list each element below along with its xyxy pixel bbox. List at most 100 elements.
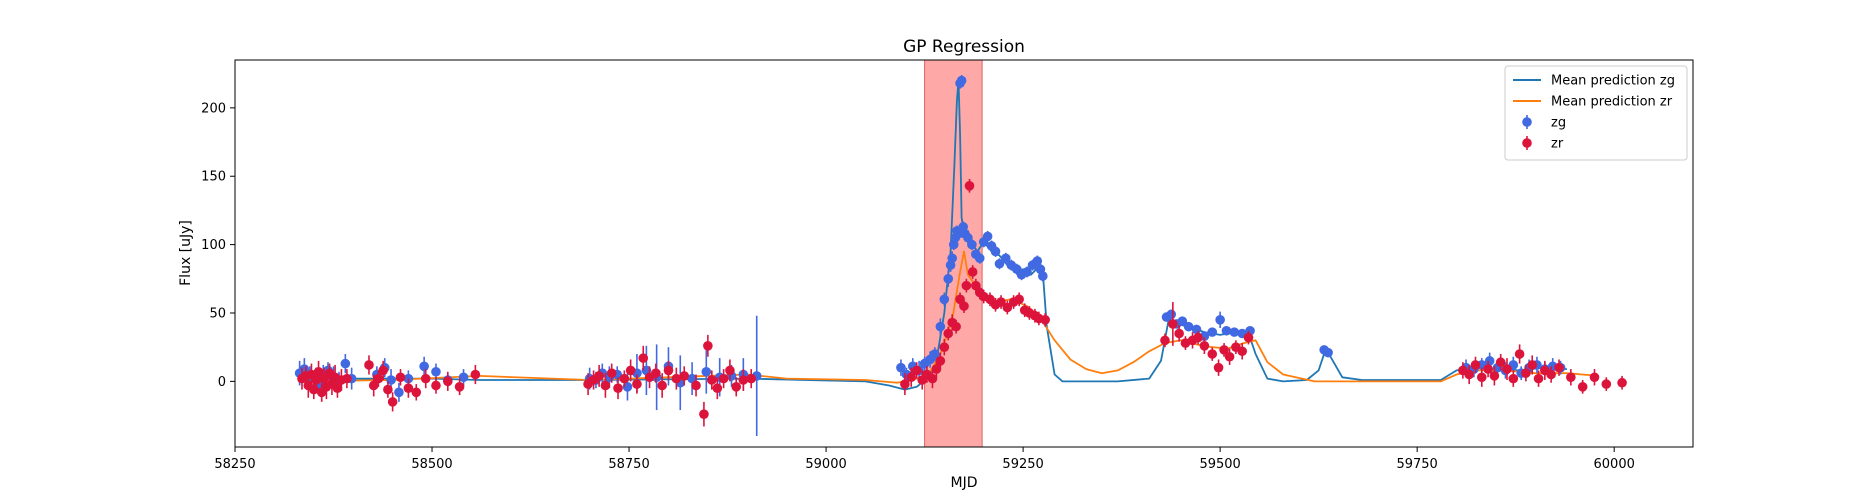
legend-label: Mean prediction zg xyxy=(1551,74,1675,89)
data-point-zg xyxy=(419,361,429,372)
data-point-zr xyxy=(703,341,713,351)
data-point-zr xyxy=(1554,362,1564,373)
data-point-zg xyxy=(943,273,954,284)
data-point-zg xyxy=(1032,256,1043,266)
x-tick-label: 58250 xyxy=(214,457,255,472)
data-point-zr xyxy=(383,384,393,395)
data-point-zg xyxy=(994,258,1005,269)
data-point-zr xyxy=(927,373,938,384)
data-point-zg xyxy=(1166,309,1177,320)
data-point-zr xyxy=(1002,302,1013,313)
data-point-zr xyxy=(1464,369,1474,380)
data-point-zr xyxy=(373,373,384,384)
data-point-zr xyxy=(1521,368,1531,378)
data-point-zg xyxy=(982,231,993,242)
y-tick-label: 0 xyxy=(218,375,226,390)
data-point-zr xyxy=(699,409,709,419)
data-point-zg xyxy=(1177,316,1188,326)
data-point-zr xyxy=(420,373,431,384)
data-point-zr xyxy=(967,267,978,277)
data-point-zr xyxy=(1502,364,1512,374)
plot-area-frame xyxy=(234,59,1694,448)
data-point-zr xyxy=(1014,294,1024,305)
data-point-zg xyxy=(967,239,977,250)
data-point-zr xyxy=(1546,369,1556,380)
data-point-zg xyxy=(1229,327,1240,337)
data-point-zr xyxy=(1483,364,1493,374)
data-point-zg xyxy=(935,321,946,332)
data-point-zr xyxy=(364,360,374,370)
data-point-zr xyxy=(1470,360,1481,370)
data-point-zr xyxy=(657,380,667,391)
data-point-zr xyxy=(725,365,735,376)
data-point-zr xyxy=(1168,319,1178,329)
data-point-zr xyxy=(313,366,324,377)
data-point-zr xyxy=(961,280,972,291)
data-point-zr xyxy=(900,379,910,389)
data-point-zr xyxy=(332,383,343,393)
data-point-zr xyxy=(738,375,749,385)
data-point-zr xyxy=(951,321,961,332)
data-point-zr xyxy=(342,373,352,384)
data-point-zr xyxy=(1224,351,1235,362)
data-point-zr xyxy=(1589,372,1600,383)
data-point-zr xyxy=(378,365,388,376)
y-tick-label: 50 xyxy=(209,306,226,321)
data-point-zr xyxy=(1174,328,1184,339)
data-point-zr xyxy=(638,353,649,363)
data-point-zr xyxy=(731,382,742,392)
data-point-zr xyxy=(1237,346,1248,357)
data-point-zg xyxy=(1038,271,1048,281)
x-tick-label: 59500 xyxy=(1199,457,1240,472)
data-point-zg xyxy=(1207,327,1218,337)
data-point-zg xyxy=(1000,253,1011,264)
data-point-zr xyxy=(1577,382,1588,392)
legend-swatch-marker xyxy=(1522,138,1532,148)
data-point-zr xyxy=(1219,345,1229,355)
data-point-zg xyxy=(939,294,950,305)
data-point-zr xyxy=(632,379,642,389)
data-point-zr xyxy=(395,372,406,383)
legend-label: zr xyxy=(1551,137,1564,152)
data-point-zr xyxy=(1207,349,1218,359)
chart-title: GP Regression xyxy=(903,37,1025,57)
data-point-zr xyxy=(1527,360,1538,370)
data-point-zg xyxy=(1215,315,1225,325)
data-point-zr xyxy=(606,368,617,378)
data-point-zg xyxy=(990,246,1001,257)
data-point-zg xyxy=(956,75,967,86)
data-point-zg xyxy=(1191,324,1202,335)
data-point-zg xyxy=(431,366,441,377)
data-point-zr xyxy=(931,364,942,374)
data-point-zr xyxy=(1508,373,1519,384)
x-tick-label: 58500 xyxy=(411,457,452,472)
data-point-zr xyxy=(707,375,717,385)
data-point-zr xyxy=(619,373,630,384)
data-point-zr xyxy=(442,376,453,387)
data-point-zr xyxy=(679,371,690,381)
data-point-zr xyxy=(996,297,1006,307)
data-point-zg xyxy=(340,358,351,369)
data-point-zr xyxy=(431,380,441,391)
data-point-zg xyxy=(458,372,469,383)
data-point-zr xyxy=(600,380,611,391)
data-point-zr xyxy=(1566,372,1576,383)
data-point-zr xyxy=(1193,332,1203,343)
data-point-zr xyxy=(1243,332,1254,343)
legend: Mean prediction zg Mean prediction zr zg zr xyxy=(1504,65,1688,161)
data-point-zr xyxy=(712,383,723,393)
data-point-zr xyxy=(594,371,604,381)
data-point-zr xyxy=(939,342,950,352)
data-point-zr xyxy=(906,372,916,383)
data-point-zg xyxy=(974,253,985,264)
data-point-zr xyxy=(1601,379,1612,389)
data-point-zr xyxy=(911,365,922,376)
legend-box xyxy=(1504,65,1688,161)
data-point-zr xyxy=(1495,357,1506,368)
y-tick-label: 200 xyxy=(201,101,226,116)
data-point-zr xyxy=(403,383,414,393)
y-tick-label: 100 xyxy=(201,238,226,253)
data-point-zr xyxy=(1476,372,1487,383)
data-point-zg xyxy=(896,362,906,373)
data-point-zr xyxy=(1199,341,1210,351)
